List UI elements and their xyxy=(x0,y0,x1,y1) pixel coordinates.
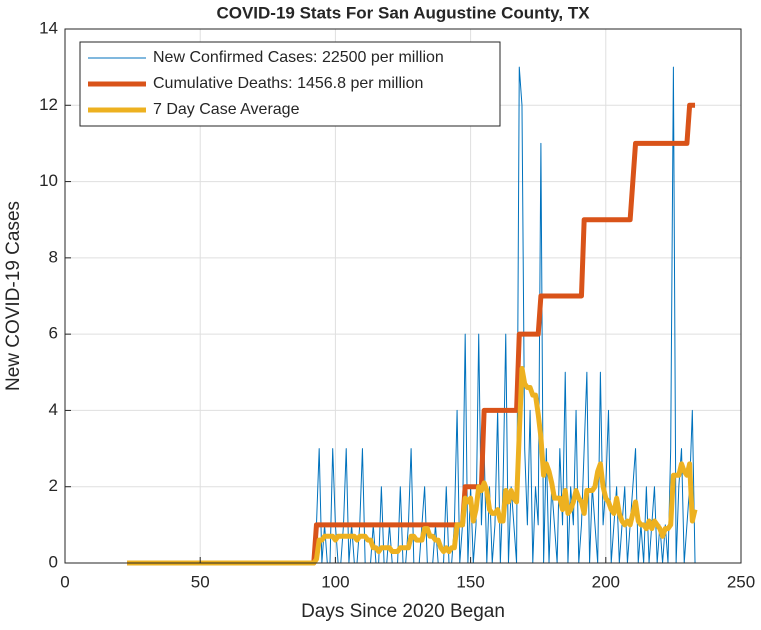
y-tick-label: 10 xyxy=(39,171,58,190)
y-axis-label: New COVID-19 Cases xyxy=(3,201,24,391)
y-tick-label: 0 xyxy=(49,552,58,571)
y-tick-label: 14 xyxy=(39,18,58,37)
y-tick-label: 4 xyxy=(49,400,58,419)
x-tick-label: 150 xyxy=(456,572,484,591)
x-axis-label: Days Since 2020 Began xyxy=(301,601,505,622)
x-tick-label: 250 xyxy=(727,572,755,591)
y-tick-label: 12 xyxy=(39,95,58,114)
legend-label: New Confirmed Cases: 22500 per million xyxy=(153,49,444,66)
y-tick-label: 8 xyxy=(49,247,58,266)
chart-title: COVID-19 Stats For San Augustine County,… xyxy=(216,3,590,22)
legend-label: Cumulative Deaths: 1456.8 per million xyxy=(153,75,423,92)
legend-label: 7 Day Case Average xyxy=(153,101,300,118)
x-tick-label: 50 xyxy=(191,572,210,591)
y-tick-label: 6 xyxy=(49,324,58,343)
axes-box xyxy=(64,28,742,564)
x-tick-label: 100 xyxy=(321,572,349,591)
x-tick-label: 0 xyxy=(60,572,69,591)
legend-box xyxy=(79,41,501,127)
x-tick-label: 200 xyxy=(592,572,620,591)
y-tick-label: 2 xyxy=(49,476,58,495)
